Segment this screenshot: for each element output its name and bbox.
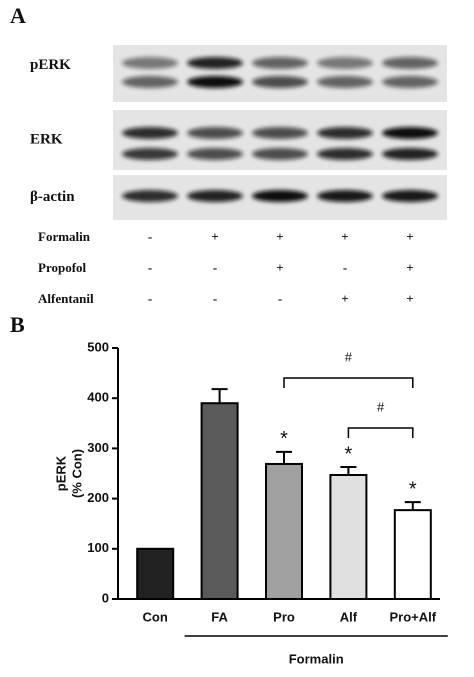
x-tick-label: Alf <box>340 609 358 624</box>
y-tick-label: 0 <box>102 590 109 605</box>
bar <box>136 547 175 600</box>
blot-label: ERK <box>30 131 63 147</box>
bar <box>329 474 368 601</box>
blot-band <box>122 57 178 69</box>
treatment-mark: - <box>148 291 152 306</box>
treatment-mark: - <box>213 260 217 275</box>
blot-band <box>122 190 178 202</box>
significance-mark: * <box>280 428 288 450</box>
blot-panel <box>113 45 447 102</box>
blot-band <box>317 127 373 139</box>
treatment-mark: + <box>341 291 348 306</box>
treatment-mark: - <box>343 260 347 275</box>
blot-band <box>252 190 308 202</box>
bar <box>265 462 303 600</box>
group-label: Formalin <box>289 651 344 666</box>
blot-band <box>317 76 373 88</box>
treatment-mark: + <box>276 260 283 275</box>
treatment-label: Propofol <box>38 260 87 275</box>
y-tick-label: 300 <box>87 440 109 455</box>
x-tick-label: Pro+Alf <box>390 609 437 624</box>
bar <box>200 402 239 600</box>
blot-band <box>382 127 438 139</box>
error-bar <box>276 450 292 464</box>
blot-band <box>122 76 178 88</box>
treatment-mark: + <box>406 260 413 275</box>
blot-band <box>187 190 243 202</box>
blot-band <box>187 148 243 160</box>
y-tick-label: 200 <box>87 490 109 505</box>
blot-band <box>252 76 308 88</box>
treatment-label: Alfentanil <box>38 291 94 306</box>
blot-panel <box>113 110 447 170</box>
error-bar <box>211 388 228 404</box>
blot-band <box>187 57 243 69</box>
comparison-bracket <box>347 427 414 438</box>
treatment-mark: - <box>278 291 282 306</box>
x-tick-label: Pro <box>273 609 295 624</box>
blot-band <box>187 76 243 88</box>
comparison-bracket <box>283 377 414 388</box>
treatment-mark: - <box>148 260 152 275</box>
bar <box>393 509 432 600</box>
y-tick-label: 500 <box>87 339 109 354</box>
treatment-mark: + <box>341 229 348 244</box>
panel-label: B <box>10 312 25 337</box>
blot-band <box>122 148 178 160</box>
blot-band <box>252 127 308 139</box>
blot-band <box>252 57 308 69</box>
blot-band <box>382 57 438 69</box>
significance-mark: * <box>345 443 353 465</box>
y-axis-label: (% Con) <box>69 449 84 498</box>
blot-band <box>317 190 373 202</box>
blot-band <box>187 127 243 139</box>
y-tick-label: 400 <box>87 390 109 405</box>
error-bar <box>340 465 357 476</box>
treatment-mark: - <box>213 291 217 306</box>
comparison-label: # <box>345 349 353 364</box>
treatment-label: Formalin <box>38 229 91 244</box>
significance-mark: * <box>409 478 417 500</box>
treatment-mark: - <box>148 229 152 244</box>
comparison-label: # <box>377 399 385 414</box>
blot-band <box>382 148 438 160</box>
treatment-mark: + <box>211 229 218 244</box>
treatment-mark: + <box>406 229 413 244</box>
blot-label: pERK <box>30 57 71 73</box>
blot-band <box>317 57 373 69</box>
x-tick-label: FA <box>211 609 228 624</box>
x-tick-label: Con <box>143 609 168 624</box>
blot-band <box>122 127 178 139</box>
blot-band <box>382 76 438 88</box>
blot-band <box>317 148 373 160</box>
blot-band <box>252 148 308 160</box>
y-axis-label: pERK <box>53 455 68 491</box>
blot-label: β-actin <box>30 189 75 205</box>
y-tick-label: 100 <box>87 540 109 555</box>
treatment-mark: + <box>276 229 283 244</box>
blot-band <box>382 190 438 202</box>
panel-label: A <box>10 3 26 28</box>
treatment-mark: + <box>406 291 413 306</box>
error-bar <box>404 501 421 511</box>
